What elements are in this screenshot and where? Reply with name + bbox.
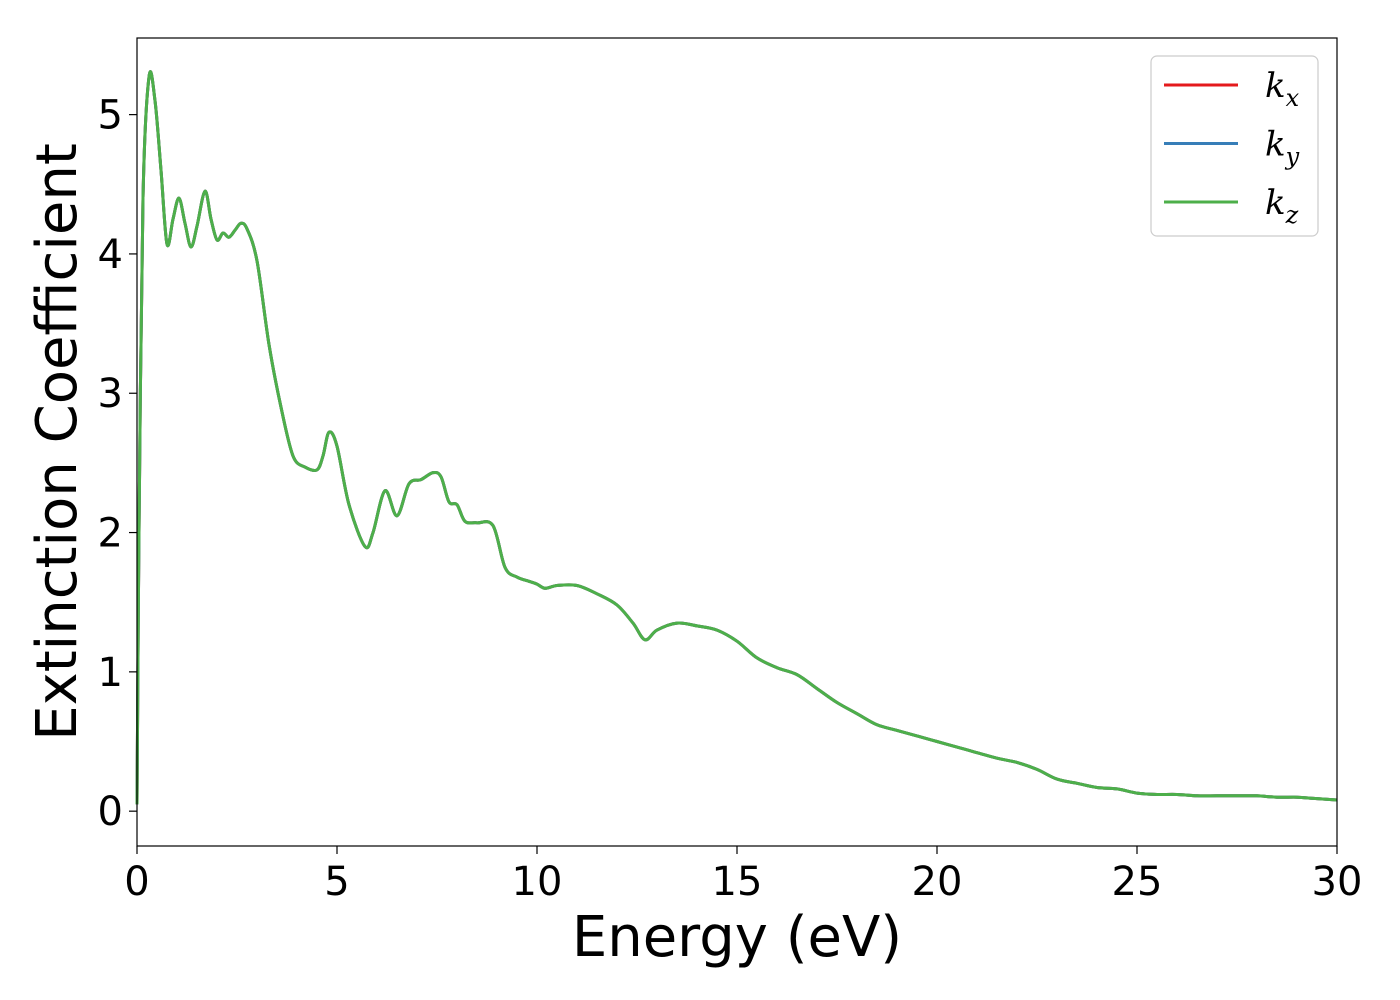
legend-label-ky: ky: [1265, 125, 1300, 171]
legend-label-kz: kz: [1265, 183, 1299, 229]
x-tick-label: 10: [512, 859, 563, 905]
legend: kx ky kz: [1150, 55, 1319, 237]
y-tick-label: 0: [98, 789, 123, 835]
x-tick-label: 25: [1112, 859, 1163, 905]
y-tick-label: 1: [98, 650, 123, 696]
x-axis-ticks: 0 5 10 15 20 25 30: [124, 846, 1362, 905]
y-tick-label: 4: [98, 232, 123, 278]
legend-box: [1150, 55, 1319, 237]
x-axis-label: Energy (eV): [572, 905, 902, 970]
y-axis-ticks: 0 1 2 3 4 5: [98, 93, 137, 835]
x-tick-label: 5: [324, 859, 349, 905]
series-line-kz: [135, 70, 1338, 805]
y-tick-label: 2: [98, 511, 123, 557]
legend-label-kx: kx: [1265, 66, 1300, 112]
x-tick-label: 0: [124, 859, 149, 905]
y-tick-label: 3: [98, 371, 123, 417]
y-axis-label: Extinction Coefficient: [25, 143, 90, 741]
x-tick-label: 20: [912, 859, 963, 905]
plot-lines: [135, 70, 1338, 805]
y-tick-label: 5: [98, 93, 123, 139]
x-tick-label: 15: [712, 859, 763, 905]
x-tick-label: 30: [1312, 859, 1363, 905]
